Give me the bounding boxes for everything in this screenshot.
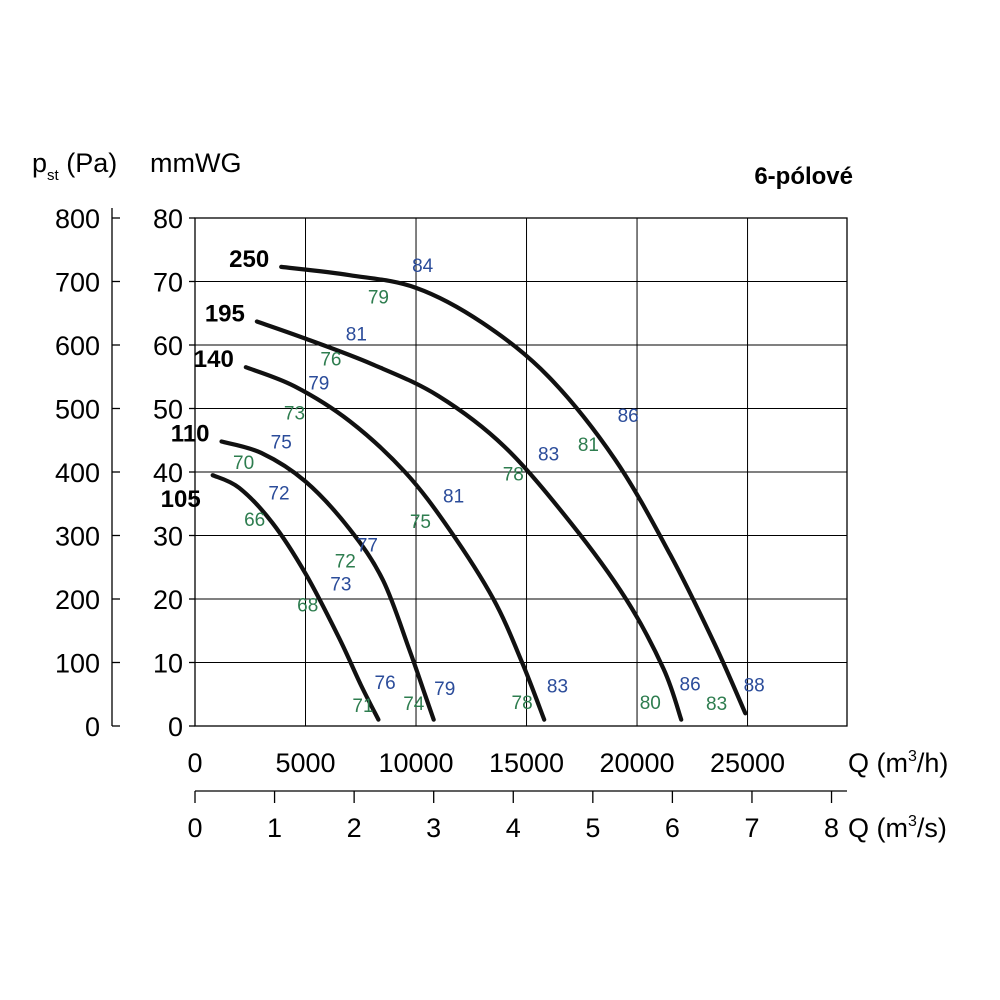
curve-label-110: 110 [171, 421, 210, 448]
mmwg-tick-label: 20 [153, 585, 183, 615]
x2-tick-label: 7 [744, 813, 759, 843]
y-axis-title-mmwg: mmWG [150, 148, 241, 178]
efficiency-label: 81 [346, 325, 367, 346]
efficiency-label: 81 [443, 486, 464, 507]
x2-tick-label: 3 [426, 813, 441, 843]
x2-tick-label: 4 [506, 813, 521, 843]
efficiency-label: 83 [706, 694, 727, 715]
pa-tick-label: 0 [85, 712, 100, 742]
x-axis-title-m3s: Q (m3/s) [848, 813, 947, 843]
efficiency-label: 72 [335, 551, 356, 572]
curve-110 [219, 439, 436, 722]
efficiency-label: 66 [244, 510, 265, 531]
pa-tick-label: 100 [55, 649, 100, 679]
x-tick-label: 25000 [710, 748, 785, 778]
x-tick-label: 15000 [489, 748, 564, 778]
mmwg-tick-label: 60 [153, 331, 183, 361]
x2-tick-label: 0 [187, 813, 202, 843]
curve-140 [243, 365, 547, 722]
x-axis-m3h: 0 5000 10000 15000 20000 25000 [187, 748, 785, 778]
x2-tick-label: 2 [347, 813, 362, 843]
curve-label-195: 195 [205, 301, 245, 328]
efficiency-label: 83 [547, 676, 568, 697]
x-tick-label: 20000 [599, 748, 674, 778]
x-axis-m3s: 0 1 2 3 4 5 6 7 8 [187, 791, 839, 843]
pa-tick-label: 400 [55, 458, 100, 488]
curve-label-140: 140 [194, 346, 234, 373]
mmwg-tick-label: 30 [153, 522, 183, 552]
curve-label-105: 105 [161, 486, 201, 513]
efficiency-label: 79 [434, 679, 455, 700]
pa-tick-label: 300 [55, 522, 100, 552]
mmwg-tick-label: 10 [153, 649, 183, 679]
pa-axis: 0 100 200 300 400 500 600 700 800 [55, 204, 120, 742]
efficiency-label: 73 [330, 575, 351, 596]
efficiency-label: 86 [680, 674, 701, 695]
mmwg-tick-label: 80 [153, 204, 183, 234]
efficiency-label: 77 [357, 535, 378, 556]
x-tick-label: 10000 [378, 748, 453, 778]
efficiency-label: 83 [538, 445, 559, 466]
pa-tick-label: 200 [55, 585, 100, 615]
mmwg-axis: 0 10 20 30 40 50 60 70 80 [153, 204, 195, 742]
mmwg-tick-label: 50 [153, 395, 183, 425]
efficiency-label: 84 [412, 256, 434, 277]
mmwg-tick-label: 40 [153, 458, 183, 488]
efficiency-label: 88 [744, 676, 765, 697]
fan-curves: 105 110 140 195 250 [161, 246, 748, 722]
mmwg-tick-label: 70 [153, 268, 183, 298]
y-axis-title-pa: pst (Pa) [32, 148, 117, 184]
mmwg-tick-label: 0 [168, 712, 183, 742]
chart-title: 6-pólové [754, 163, 853, 190]
x2-tick-label: 6 [665, 813, 680, 843]
curve-label-250: 250 [229, 246, 269, 273]
efficiency-label: 73 [284, 403, 305, 424]
efficiency-label: 86 [618, 406, 639, 427]
efficiency-label: 68 [297, 596, 318, 617]
efficiency-label: 72 [268, 483, 289, 504]
efficiency-label: 76 [320, 349, 341, 370]
x2-tick-label: 1 [267, 813, 282, 843]
x2-tick-label: 8 [824, 813, 839, 843]
x-tick-label: 0 [187, 748, 202, 778]
efficiency-label: 70 [233, 453, 254, 474]
curve-250 [279, 264, 748, 716]
pa-tick-label: 800 [55, 204, 100, 234]
x-axis-title-m3h: Q (m3/h) [848, 748, 948, 778]
efficiency-label: 78 [503, 464, 524, 485]
x-tick-label: 5000 [275, 748, 335, 778]
efficiency-label: 74 [403, 694, 425, 715]
efficiency-label: 75 [271, 433, 292, 454]
pa-tick-label: 700 [55, 268, 100, 298]
pa-tick-label: 600 [55, 331, 100, 361]
curve-105 [210, 473, 381, 722]
efficiency-label: 78 [512, 693, 533, 714]
efficiency-label: 76 [375, 673, 396, 694]
efficiency-label: 80 [640, 693, 661, 714]
efficiency-label: 79 [368, 288, 389, 309]
efficiency-label: 71 [352, 696, 373, 717]
curve-195 [254, 319, 684, 722]
pa-tick-label: 500 [55, 395, 100, 425]
efficiency-label: 75 [410, 512, 431, 533]
efficiency-label: 79 [308, 373, 329, 394]
x2-tick-label: 5 [585, 813, 600, 843]
efficiency-label: 81 [578, 435, 599, 456]
